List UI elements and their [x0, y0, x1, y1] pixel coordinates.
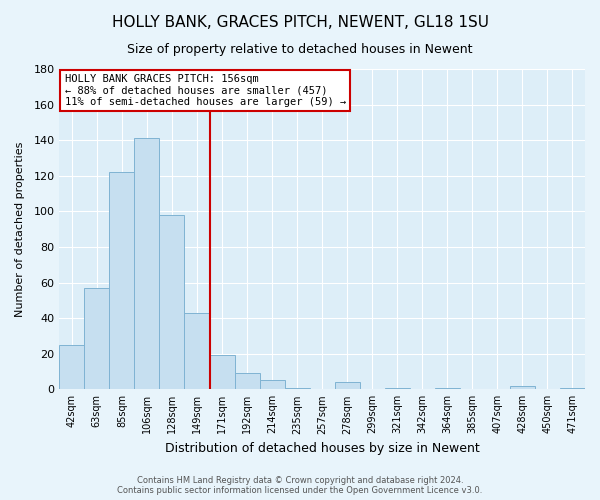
Bar [59, 345, 85, 390]
Bar [510, 386, 535, 390]
Bar [109, 172, 134, 390]
Bar [284, 388, 310, 390]
Text: Size of property relative to detached houses in Newent: Size of property relative to detached ho… [127, 42, 473, 56]
Bar [85, 288, 109, 390]
Text: HOLLY BANK GRACES PITCH: 156sqm
← 88% of detached houses are smaller (457)
11% o: HOLLY BANK GRACES PITCH: 156sqm ← 88% of… [65, 74, 346, 107]
Bar [260, 380, 284, 390]
Text: Contains HM Land Registry data © Crown copyright and database right 2024.
Contai: Contains HM Land Registry data © Crown c… [118, 476, 482, 495]
Y-axis label: Number of detached properties: Number of detached properties [15, 142, 25, 317]
Bar [134, 138, 160, 390]
Bar [560, 388, 585, 390]
Bar [385, 388, 410, 390]
Text: HOLLY BANK, GRACES PITCH, NEWENT, GL18 1SU: HOLLY BANK, GRACES PITCH, NEWENT, GL18 1… [112, 15, 488, 30]
Bar [209, 356, 235, 390]
X-axis label: Distribution of detached houses by size in Newent: Distribution of detached houses by size … [165, 442, 479, 455]
Bar [335, 382, 360, 390]
Bar [435, 388, 460, 390]
Bar [184, 313, 209, 390]
Bar [160, 215, 184, 390]
Bar [235, 374, 260, 390]
